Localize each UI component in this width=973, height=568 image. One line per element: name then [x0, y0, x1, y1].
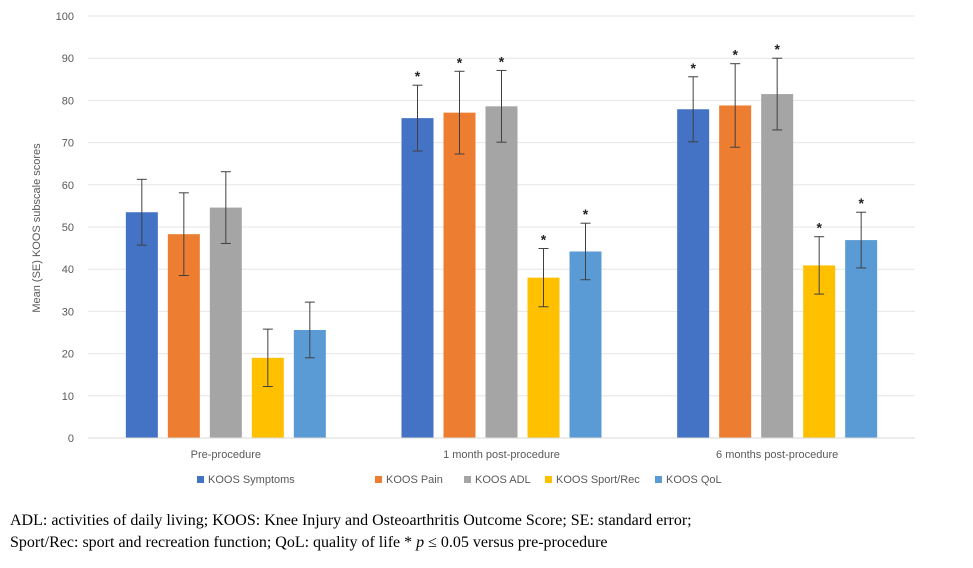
caption-line-1: ADL: activities of daily living; KOOS: K…: [10, 512, 692, 529]
y-axis-label: Mean (SE) KOOS subscale scores: [31, 143, 43, 313]
bar-0-2: [209, 207, 242, 438]
bar-2-1: [719, 105, 752, 439]
legend-swatch-0: [197, 476, 204, 483]
significance-star-1-2: *: [499, 53, 505, 69]
significance-star-1-1: *: [457, 54, 463, 70]
legend-swatch-4: [655, 476, 662, 483]
legend-label-4: KOOS QoL: [666, 474, 722, 486]
bars: [125, 94, 878, 439]
legend: KOOS Symptoms KOOS Pain KOOS ADL KOOS Sport…: [197, 474, 722, 486]
legend-label-2: KOOS ADL: [475, 474, 531, 486]
y-tick-label-70: 70: [62, 138, 74, 150]
y-tick-label-0: 0: [68, 433, 74, 445]
y-tick-label-80: 80: [62, 95, 74, 107]
figure-caption: ADL: activities of daily living; KOOS: K…: [10, 510, 965, 554]
y-tick-label-30: 30: [62, 306, 74, 318]
y-tick-label-50: 50: [62, 222, 74, 234]
legend-label-3: KOOS Sport/Rec: [556, 474, 640, 486]
significance-markers: * * * * * * * * * *: [415, 41, 865, 247]
significance-star-2-4: *: [858, 195, 864, 211]
legend-label-0: KOOS Symptoms: [208, 474, 295, 486]
legend-swatch-3: [545, 476, 552, 483]
y-tick-label-100: 100: [56, 11, 74, 23]
caption-line-2a: Sport/Rec: sport and recreation function…: [10, 534, 417, 551]
legend-label-1: KOOS Pain: [386, 474, 443, 486]
y-tick-label-10: 10: [62, 391, 74, 403]
bar-1-0: [401, 118, 434, 439]
x-category-label-2: 6 months post-procedure: [716, 449, 838, 461]
x-category-labels: Pre-procedure 1 month post-procedure 6 mon…: [191, 449, 839, 461]
y-tick-label-40: 40: [62, 264, 74, 276]
x-category-label-0: Pre-procedure: [191, 449, 261, 461]
bar-1-1: [443, 112, 476, 438]
bar-1-2: [485, 106, 518, 439]
bar-1-4: [569, 251, 602, 438]
significance-star-2-2: *: [774, 41, 780, 57]
significance-star-2-3: *: [816, 220, 822, 236]
significance-star-1-4: *: [583, 206, 589, 222]
bar-2-4: [845, 240, 878, 438]
legend-swatch-1: [375, 476, 382, 483]
bar-0-0: [125, 212, 158, 438]
caption-p-italic: p: [416, 534, 425, 551]
significance-star-2-0: *: [690, 60, 696, 76]
bar-2-0: [677, 109, 710, 439]
koos-bar-chart: * * * * * * * * * * 0 10 20 30 40 50 60 70 80 90 100 Pre-pr…: [31, 11, 915, 486]
significance-star-1-0: *: [415, 68, 421, 84]
bar-2-2: [761, 94, 794, 438]
x-category-label-1: 1 month post-procedure: [443, 449, 560, 461]
y-tick-labels: 0 10 20 30 40 50 60 70 80 90 100: [56, 11, 74, 445]
y-tick-label-90: 90: [62, 53, 74, 65]
caption-line-2b: ≤ 0.05 versus pre-procedure: [424, 534, 608, 551]
error-bars: [136, 57, 867, 388]
significance-star-2-1: *: [732, 47, 738, 63]
y-tick-label-60: 60: [62, 180, 74, 192]
y-tick-label-20: 20: [62, 349, 74, 361]
legend-swatch-2: [464, 476, 471, 483]
significance-star-1-3: *: [541, 232, 547, 248]
